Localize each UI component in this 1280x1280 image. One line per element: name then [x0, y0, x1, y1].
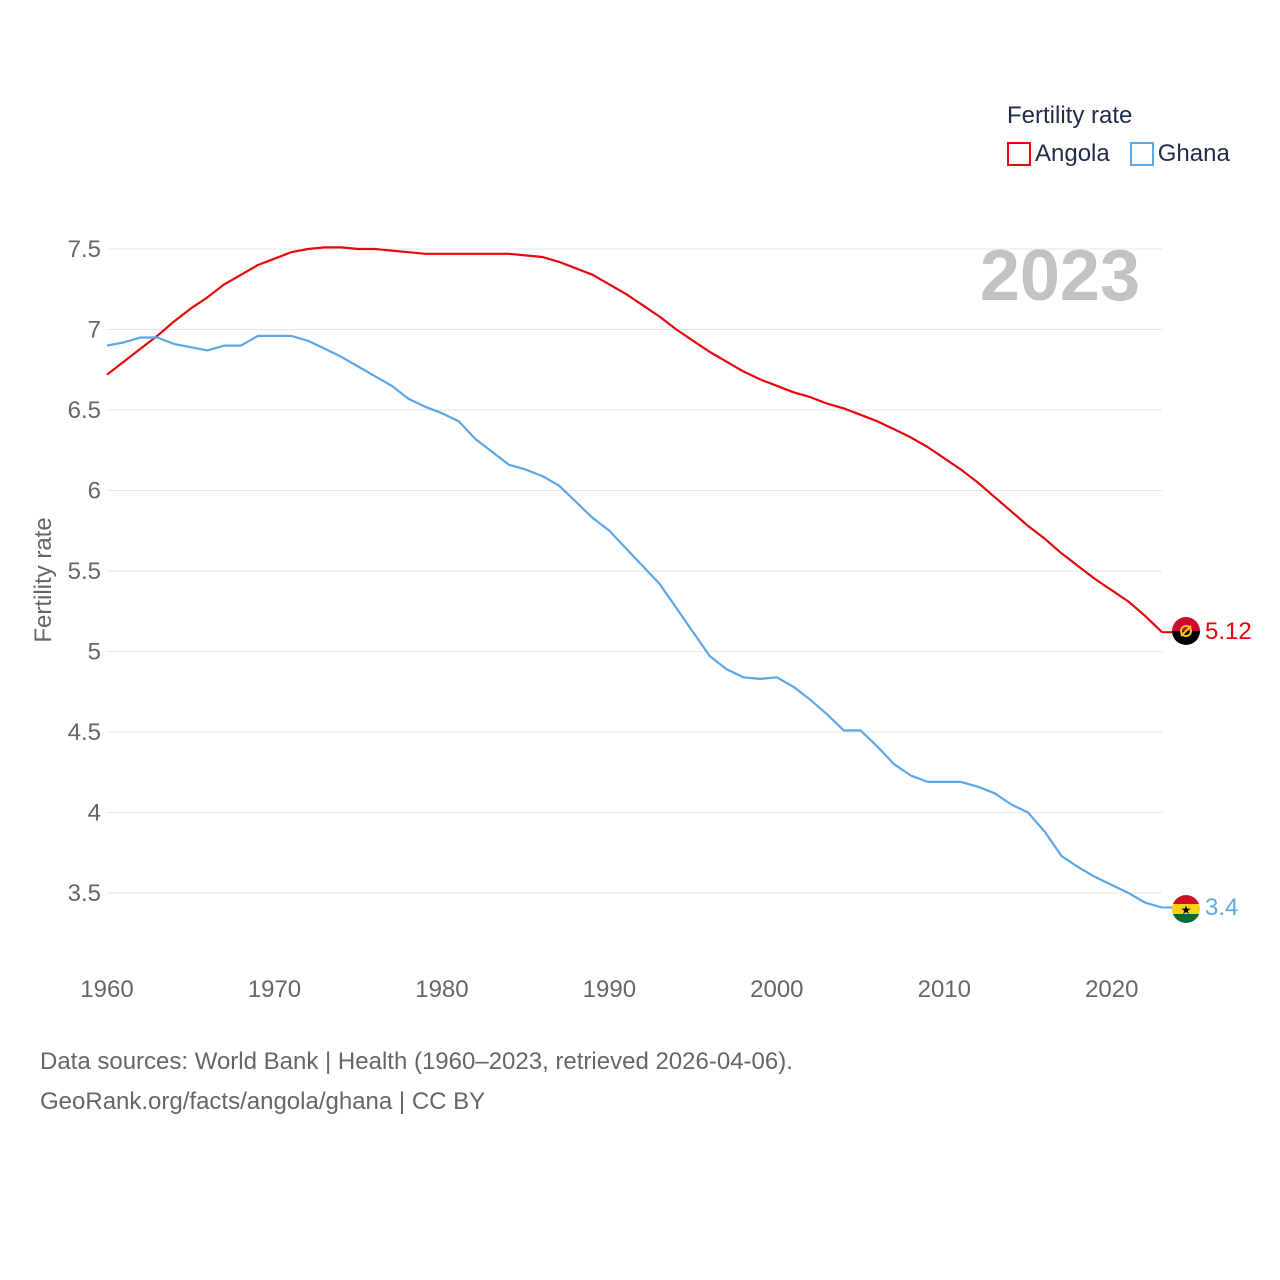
legend-item-ghana[interactable]: Ghana	[1129, 140, 1230, 168]
y-tick-label: 7.5	[68, 236, 101, 263]
attribution: GeoRank.org/facts/angola/ghana | CC BY	[40, 1082, 793, 1122]
angola-flag-icon	[1172, 617, 1200, 645]
legend-swatch-angola	[1007, 142, 1031, 166]
y-tick-label: 4.5	[68, 719, 101, 746]
ghana-end-label: 3.4	[1205, 894, 1238, 921]
y-tick-label: 6.5	[68, 397, 101, 424]
x-axis-ticks: 1960 1970 1980 1990 2000 2010 2020	[80, 976, 1138, 1003]
license: | CC BY	[392, 1088, 486, 1115]
x-tick-label: 1970	[248, 976, 301, 1003]
series-group	[106, 246, 1172, 909]
x-tick-label: 1990	[583, 976, 636, 1003]
y-tick-label: 3.5	[68, 880, 101, 907]
y-tick-label: 6	[88, 478, 101, 505]
y-tick-label: 7	[88, 317, 101, 344]
legend-label-angola: Angola	[1035, 140, 1110, 167]
y-tick-label: 5.5	[68, 558, 101, 585]
series-line-angola	[106, 246, 1163, 633]
year-label: 2023	[980, 236, 1140, 316]
x-tick-label: 2020	[1085, 976, 1138, 1003]
legend-swatch-ghana	[1129, 142, 1154, 166]
grid	[107, 248, 1162, 894]
data-sources: Data sources: World Bank | Health (1960–…	[40, 1048, 793, 1075]
x-tick-label: 2010	[918, 976, 971, 1003]
ghana-flag-icon: ★	[1172, 895, 1200, 923]
x-tick-label: 1980	[415, 976, 468, 1003]
legend: Fertility rate Angola Ghana	[1007, 100, 1230, 168]
angola-end-label: 5.12	[1205, 618, 1252, 645]
legend-label-ghana: Ghana	[1157, 140, 1230, 167]
y-tick-label: 4	[88, 800, 101, 827]
x-tick-label: 2000	[750, 976, 803, 1003]
legend-item-angola[interactable]: Angola	[1007, 140, 1110, 168]
y-tick-label: 5	[88, 639, 101, 666]
legend-items: Angola Ghana	[1007, 140, 1230, 168]
legend-title: Fertility rate	[1007, 102, 1133, 129]
y-axis-label: Fertility rate	[30, 517, 57, 642]
end-markers: ★	[1172, 617, 1200, 923]
footer: Data sources: World Bank | Health (1960–…	[40, 1042, 793, 1122]
source-link[interactable]: GeoRank.org/facts/angola/ghana	[40, 1088, 393, 1115]
svg-text:★: ★	[1181, 903, 1192, 917]
series-line-ghana	[106, 334, 1163, 909]
x-tick-label: 1960	[80, 976, 133, 1003]
y-axis-ticks: 3.5 4 4.5 5 5.5 6 6.5 7 7.5	[68, 236, 101, 907]
